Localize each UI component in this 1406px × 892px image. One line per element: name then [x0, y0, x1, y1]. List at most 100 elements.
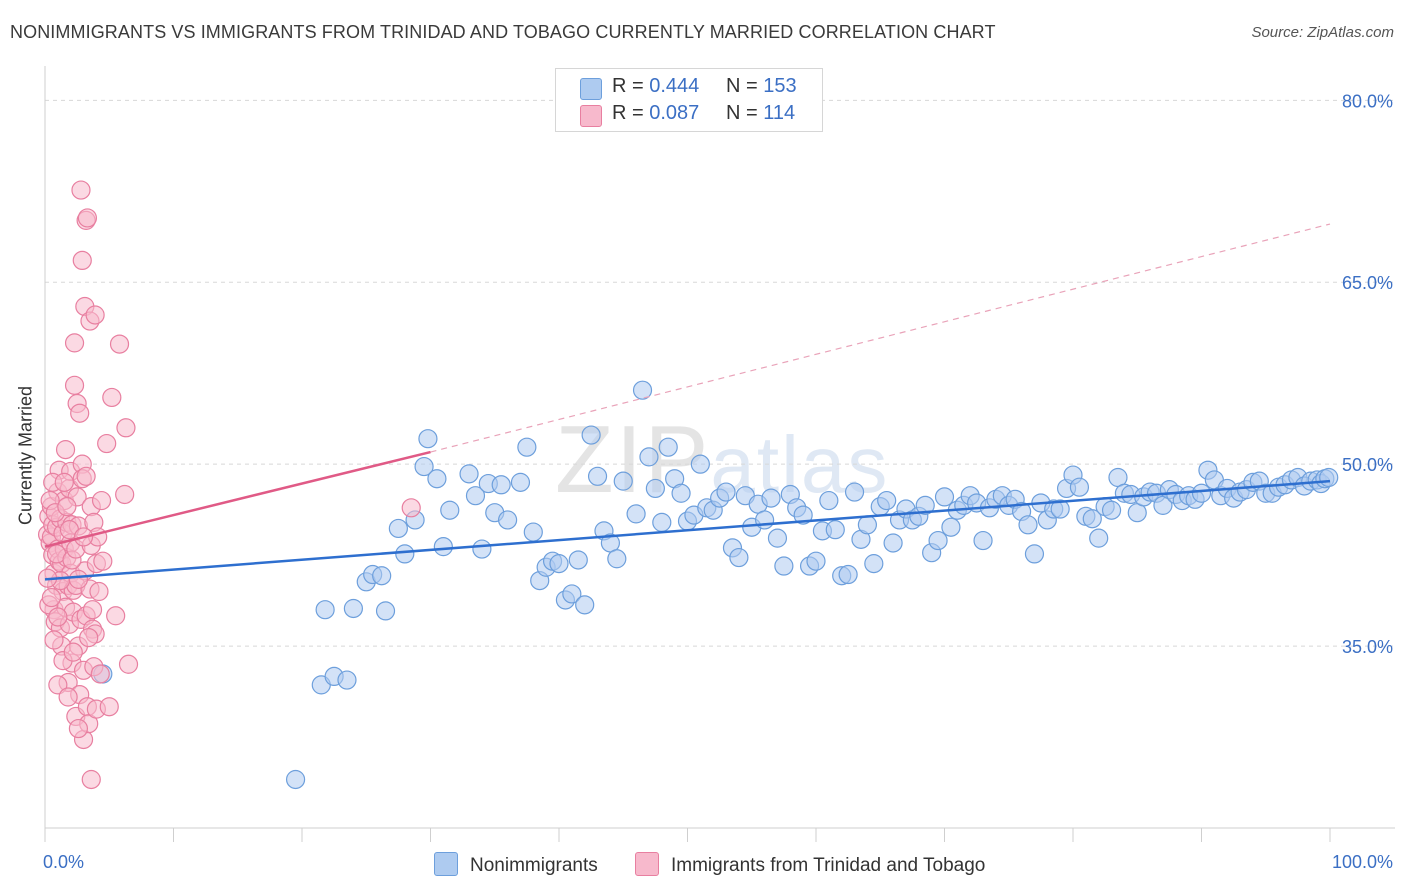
n-label: N = — [726, 102, 758, 124]
point-nonimmigrants — [915, 495, 935, 515]
point-nonimmigrants — [877, 490, 897, 511]
point-nonimmigrants — [632, 380, 653, 400]
point-nonimmigrants — [690, 454, 710, 474]
point-nonimmigrants — [825, 520, 845, 540]
r-label: R = — [612, 75, 644, 97]
point-immigrants — [81, 769, 101, 790]
r-value: 0.444 — [649, 75, 700, 97]
point-nonimmigrants — [857, 515, 878, 535]
point-nonimmigrants — [716, 482, 736, 502]
point-nonimmigrants — [523, 522, 543, 542]
point-immigrants — [99, 697, 119, 717]
point-nonimmigrants — [613, 471, 633, 491]
point-nonimmigrants — [562, 584, 582, 604]
point-immigrants — [109, 334, 130, 354]
point-immigrants — [70, 403, 90, 423]
y-tick-label: 35.0% — [1342, 637, 1393, 657]
point-nonimmigrants — [793, 505, 813, 525]
point-nonimmigrants — [626, 504, 646, 524]
point-nonimmigrants — [472, 539, 492, 559]
y-axis-label: Currently Married — [15, 385, 36, 526]
y-tick-label: 80.0% — [1342, 91, 1393, 111]
point-immigrants — [90, 664, 110, 684]
point-immigrants — [44, 630, 64, 650]
point-nonimmigrants — [433, 537, 453, 557]
point-nonimmigrants — [517, 437, 537, 457]
trend-line-nonimmigrants — [44, 479, 1331, 581]
legend-item-immigrants: Immigrants from Trinidad and Tobago — [635, 852, 985, 877]
point-nonimmigrants — [671, 483, 691, 503]
x-tick-label-min: 0.0% — [43, 852, 84, 872]
point-immigrants — [63, 642, 83, 662]
point-nonimmigrants — [414, 456, 434, 477]
point-immigrants — [106, 606, 126, 626]
point-nonimmigrants — [934, 487, 955, 507]
point-nonimmigrants — [941, 517, 961, 537]
point-nonimmigrants — [459, 464, 479, 484]
point-nonimmigrants — [844, 482, 865, 502]
point-nonimmigrants — [1024, 544, 1045, 564]
point-nonimmigrants — [587, 466, 608, 486]
point-nonimmigrants — [1319, 467, 1339, 488]
point-immigrants — [64, 375, 85, 395]
point-nonimmigrants — [652, 512, 672, 532]
stats-swatch-nonimmigrants — [580, 78, 602, 100]
point-immigrants — [79, 627, 99, 648]
point-nonimmigrants — [465, 486, 486, 506]
point-nonimmigrants — [395, 544, 415, 564]
point-nonimmigrants — [658, 437, 678, 457]
legend-swatch-immigrants — [635, 852, 659, 876]
point-nonimmigrants — [819, 490, 839, 511]
point-immigrants — [85, 305, 105, 325]
point-immigrants — [82, 600, 103, 620]
point-immigrants — [64, 333, 85, 353]
point-nonimmigrants — [1050, 499, 1070, 519]
n-label: N = — [726, 75, 758, 97]
point-nonimmigrants — [928, 530, 948, 551]
x-tick-label-max: 100.0% — [1332, 852, 1393, 872]
point-nonimmigrants — [427, 469, 447, 489]
r-value: 0.087 — [649, 102, 700, 124]
legend-swatch-nonimmigrants — [434, 852, 458, 876]
stats-legend: R = 0.444 N = 153 R = 0.087 N = 114 — [555, 68, 823, 132]
point-nonimmigrants — [1191, 483, 1212, 503]
point-nonimmigrants — [1101, 500, 1122, 520]
point-nonimmigrants — [883, 533, 903, 553]
point-immigrants — [48, 607, 68, 627]
point-immigrants — [57, 497, 77, 517]
point-nonimmigrants — [1069, 477, 1090, 497]
point-nonimmigrants — [607, 549, 627, 569]
point-immigrants — [54, 472, 74, 492]
point-nonimmigrants — [639, 447, 659, 467]
point-nonimmigrants — [767, 528, 788, 548]
point-immigrants — [72, 250, 92, 271]
point-nonimmigrants — [645, 478, 665, 499]
y-tick-label: 50.0% — [1342, 455, 1393, 475]
point-nonimmigrants — [1089, 528, 1109, 548]
point-nonimmigrants — [372, 566, 392, 586]
point-nonimmigrants — [754, 510, 775, 530]
point-nonimmigrants — [973, 530, 993, 551]
point-nonimmigrants — [838, 564, 858, 585]
point-nonimmigrants — [315, 600, 335, 620]
point-nonimmigrants — [343, 598, 363, 619]
legend-label-nonimmigrants: Nonimmigrants — [470, 855, 598, 876]
point-immigrants — [116, 418, 136, 438]
point-immigrants — [115, 484, 135, 505]
trend-line-immigrants — [44, 450, 431, 548]
point-immigrants — [68, 718, 89, 739]
y-tick-label: 65.0% — [1342, 273, 1393, 293]
point-immigrants — [77, 208, 98, 228]
trend-line-extended-immigrants — [430, 223, 1331, 453]
point-immigrants — [68, 569, 89, 589]
point-immigrants — [55, 440, 76, 460]
point-immigrants — [89, 581, 109, 602]
point-immigrants — [58, 687, 78, 707]
point-immigrants — [91, 490, 112, 511]
point-nonimmigrants — [418, 429, 438, 449]
point-nonimmigrants — [568, 550, 588, 570]
point-nonimmigrants — [388, 518, 408, 539]
source-label: Source: ZipAtlas.com — [1251, 24, 1394, 41]
point-immigrants — [118, 654, 139, 674]
